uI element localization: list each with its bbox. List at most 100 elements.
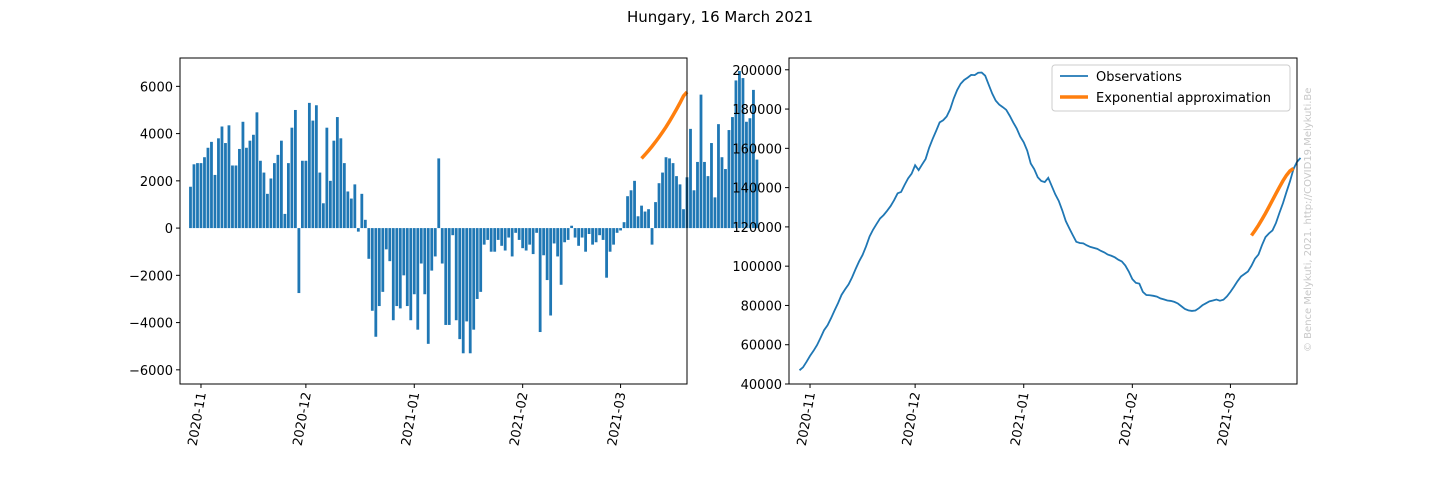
- bar: [535, 228, 539, 233]
- bar: [391, 228, 395, 321]
- right-ytick-label: 40000: [741, 378, 782, 393]
- bar: [671, 163, 675, 229]
- bars-group: [189, 70, 759, 354]
- bar: [353, 184, 357, 229]
- bar: [598, 228, 601, 236]
- bar: [405, 228, 409, 307]
- bar: [489, 228, 493, 252]
- bar: [468, 228, 472, 354]
- bar: [612, 228, 615, 245]
- right-ytick-label: 180000: [732, 103, 782, 118]
- plot-frame: [179, 57, 688, 385]
- bar: [703, 161, 706, 229]
- bar: [444, 228, 448, 325]
- bar: [381, 228, 385, 292]
- bar: [748, 118, 752, 229]
- bar: [482, 228, 486, 245]
- approximation-group: [640, 90, 689, 160]
- bar: [594, 228, 598, 243]
- left-xtick-label: 2021-02: [507, 391, 531, 447]
- bar: [493, 228, 497, 252]
- bar: [447, 228, 451, 325]
- bar: [545, 228, 549, 281]
- bar: [370, 228, 374, 311]
- bar: [416, 228, 420, 330]
- bar: [227, 125, 231, 229]
- bar: [280, 140, 283, 229]
- bar: [192, 164, 196, 229]
- right-xtick-label: 2020-12: [900, 391, 924, 447]
- active-cases-plot: 40000 60000 80000 100000 120000 140000 160000 1…: [732, 57, 1302, 447]
- bar: [486, 228, 490, 240]
- right-xtick-label: 2020-11: [795, 391, 819, 447]
- left-xtick-label: 2020-12: [291, 391, 315, 447]
- bar: [398, 228, 402, 309]
- bar: [619, 228, 622, 231]
- bar: [622, 222, 626, 229]
- bar: [196, 163, 199, 229]
- bar: [678, 184, 682, 229]
- y-axis: −6000 −4000 −2000 0 2000 4000 6000: [129, 80, 180, 379]
- exponential-approximation-line: [640, 90, 689, 160]
- left-ytick-label: 2000: [140, 175, 173, 190]
- bar: [500, 228, 504, 246]
- bar: [304, 160, 308, 229]
- bar: [342, 163, 346, 229]
- bar: [654, 202, 657, 229]
- bar: [339, 138, 343, 229]
- bar: [238, 148, 241, 229]
- bar: [566, 228, 570, 240]
- bar: [262, 172, 266, 229]
- right-ytick-label: 140000: [732, 182, 782, 197]
- left-xtick-label: 2021-03: [605, 391, 629, 447]
- bar: [451, 228, 455, 236]
- bar: [696, 161, 699, 229]
- bar: [266, 193, 269, 229]
- bar: [472, 228, 476, 330]
- bar: [542, 228, 546, 256]
- bar: [395, 228, 399, 307]
- bar: [521, 228, 525, 249]
- bar: [426, 228, 430, 344]
- right-ytick-label: 120000: [732, 221, 782, 236]
- bar: [608, 228, 612, 252]
- bar: [430, 228, 434, 271]
- bar: [297, 228, 301, 294]
- bar: [636, 216, 640, 229]
- bar: [710, 143, 713, 229]
- bar: [377, 228, 381, 307]
- bar: [419, 228, 423, 264]
- bar: [605, 228, 608, 278]
- figure-title: Hungary, 16 March 2021: [627, 8, 813, 26]
- bar: [706, 176, 710, 229]
- bar: [479, 228, 483, 292]
- bar: [314, 105, 318, 229]
- right-xtick-label: 2021-03: [1215, 391, 1239, 447]
- plot-frame: [788, 57, 1298, 385]
- bar: [189, 186, 192, 229]
- bar: [752, 89, 755, 229]
- lines-group: [798, 71, 1302, 371]
- bar: [360, 193, 364, 229]
- legend-box: [1051, 64, 1291, 112]
- bar: [577, 228, 581, 246]
- left-xtick-label: 2020-11: [186, 391, 210, 447]
- bar: [510, 228, 514, 257]
- bar: [423, 228, 427, 295]
- bar: [675, 176, 678, 229]
- bar: [276, 154, 280, 229]
- bar: [517, 228, 521, 240]
- bar: [647, 209, 650, 229]
- bar: [307, 102, 311, 229]
- bar: [738, 70, 741, 229]
- bar: [210, 141, 213, 229]
- bar: [465, 228, 469, 322]
- bar: [335, 117, 339, 229]
- bar: [199, 163, 203, 229]
- bar: [412, 228, 416, 295]
- bar: [273, 163, 276, 229]
- x-axis: 2020-11 2020-12 2021-01 2021-02 2021-03: [186, 384, 630, 447]
- right-ytick-label: 100000: [732, 260, 782, 275]
